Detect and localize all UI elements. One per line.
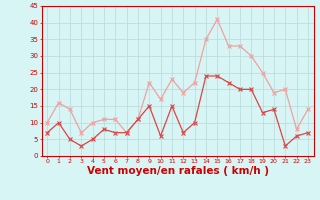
X-axis label: Vent moyen/en rafales ( km/h ): Vent moyen/en rafales ( km/h ) — [87, 166, 268, 176]
